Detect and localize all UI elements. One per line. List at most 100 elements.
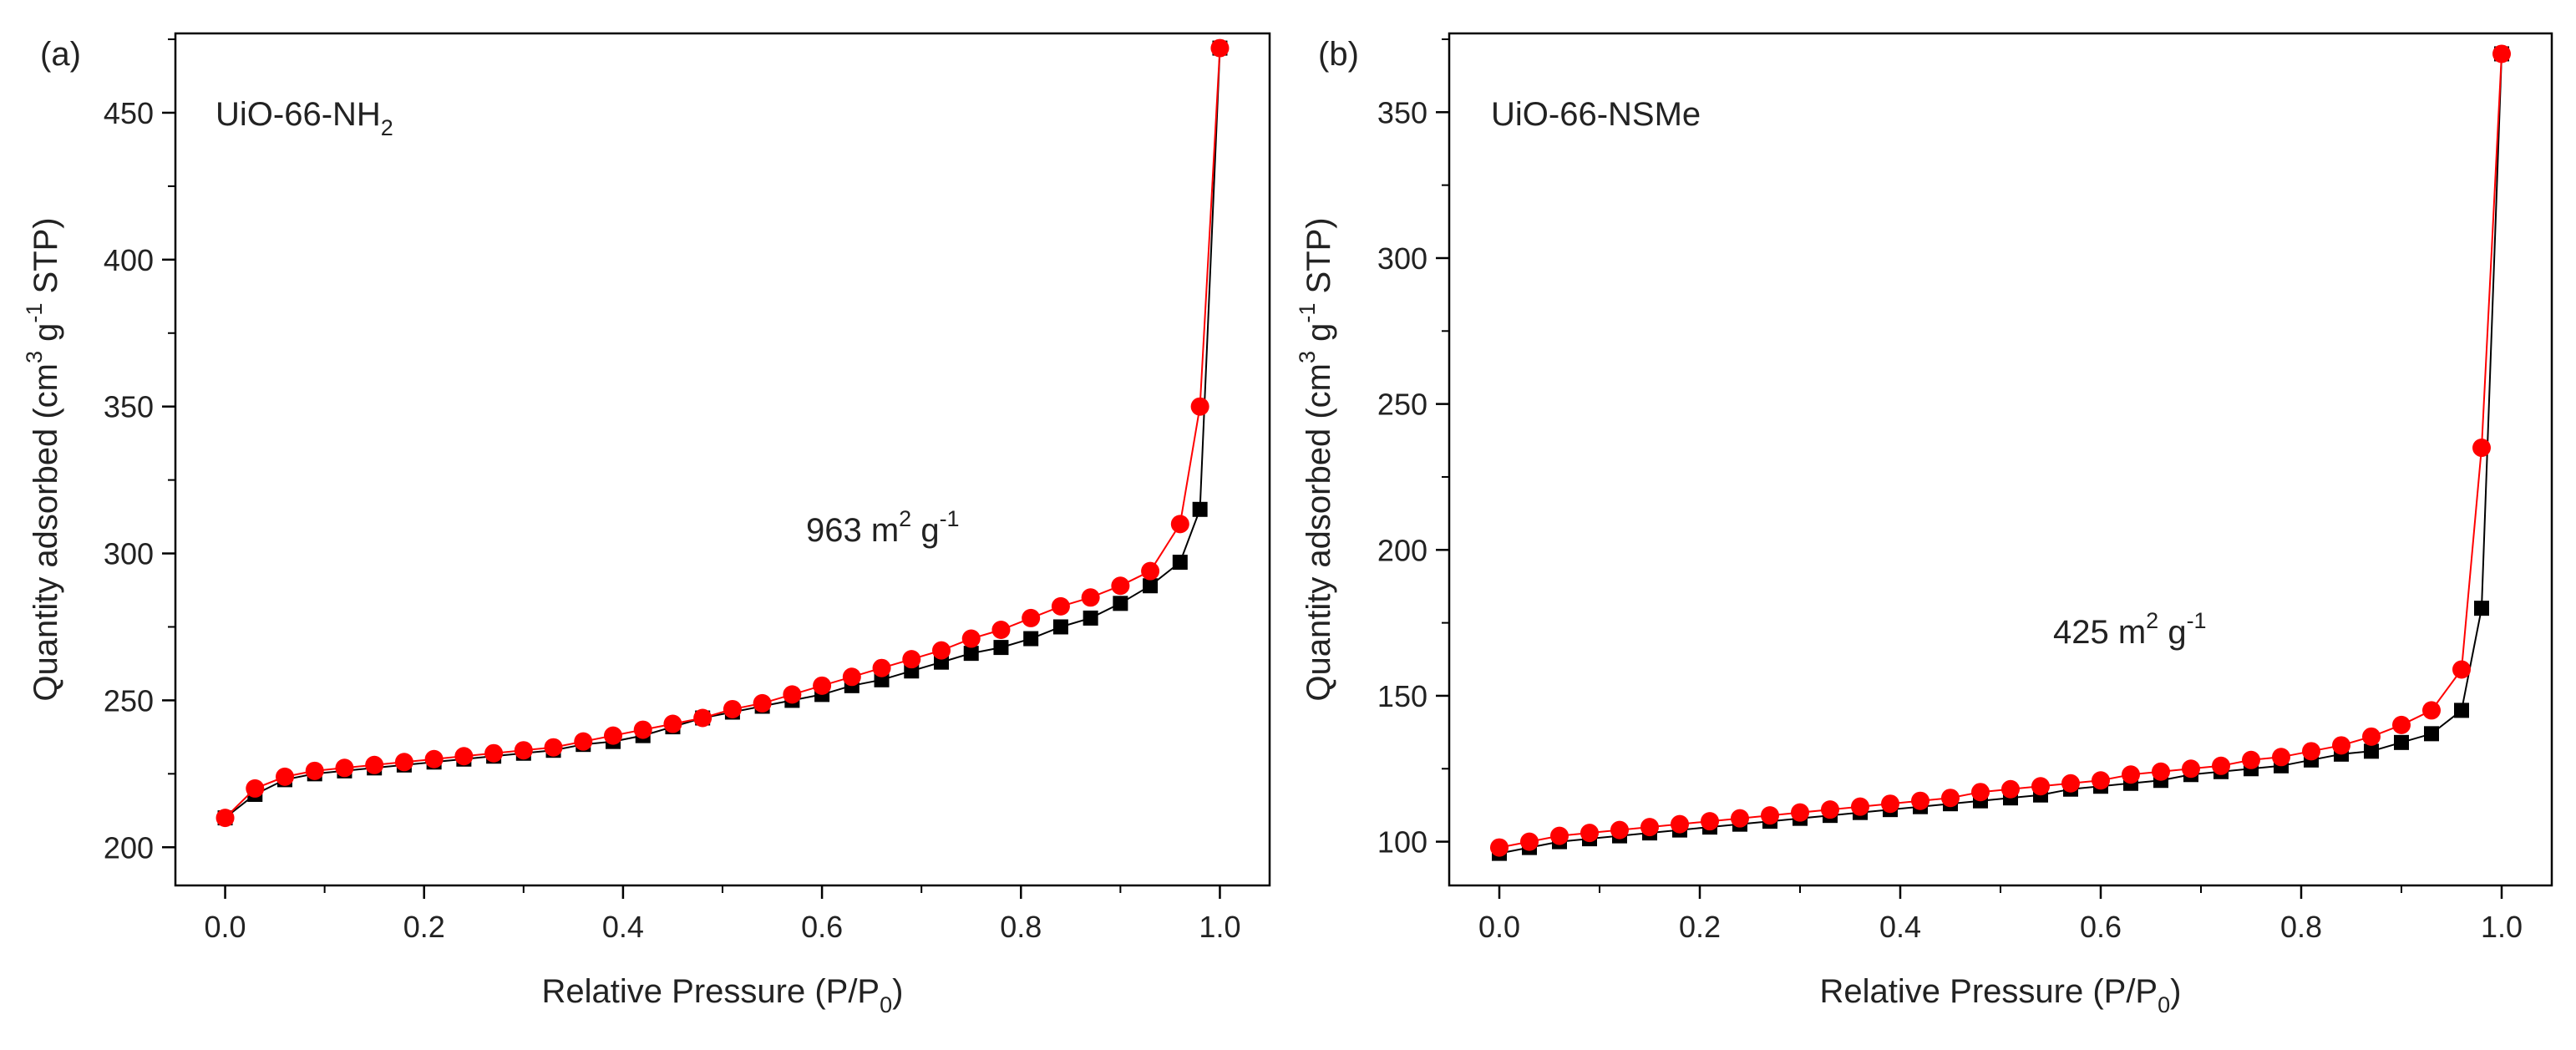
data-point-desorption <box>514 741 533 760</box>
data-point-desorption <box>2422 701 2441 720</box>
data-point-desorption <box>574 732 593 751</box>
surface-area-sup: 2 <box>899 506 911 531</box>
x-tick-label: 0.6 <box>2080 910 2122 944</box>
sample-label-base: UiO-66-NH <box>216 96 381 133</box>
data-point-desorption <box>1141 561 1160 581</box>
data-point-desorption <box>872 658 891 677</box>
y-tick-label: 300 <box>104 537 154 571</box>
data-point-desorption <box>2212 756 2230 775</box>
data-point-desorption <box>2302 742 2320 761</box>
data-point-adsorption <box>993 640 1009 656</box>
data-point-desorption <box>663 714 682 733</box>
x-tick-label: 0.0 <box>205 910 246 944</box>
x-tick-label: 0.0 <box>1478 910 1520 944</box>
y-axis-title-unit: g <box>1301 323 1337 351</box>
data-point-desorption <box>961 629 981 648</box>
y-tick-label: 200 <box>104 830 154 865</box>
data-point-adsorption <box>2474 601 2489 616</box>
surface-area-unit: g <box>2158 614 2186 651</box>
data-point-desorption <box>2092 771 2110 790</box>
data-point-adsorption <box>1143 578 1159 594</box>
data-point-desorption <box>2452 660 2471 679</box>
data-point-desorption <box>484 743 504 763</box>
x-tick-label: 0.2 <box>403 910 445 944</box>
data-point-desorption <box>424 749 444 768</box>
y-axis-title-sup: -1 <box>22 303 47 323</box>
y-tick-label: 350 <box>1377 95 1427 129</box>
y-axis-title: Quantity adsorbed (cm3 g-1 STP) <box>22 217 64 701</box>
data-point-desorption <box>454 747 474 766</box>
data-point-adsorption <box>1052 619 1068 635</box>
data-point-desorption <box>1941 789 1960 808</box>
data-point-desorption <box>1210 38 1230 58</box>
data-point-desorption <box>544 738 563 757</box>
data-point-desorption <box>693 708 712 728</box>
data-point-desorption <box>1881 794 1899 814</box>
data-point-desorption <box>842 667 861 687</box>
x-tick-label: 0.8 <box>1000 910 1042 944</box>
data-point-desorption <box>2272 748 2290 767</box>
y-tick-label: 100 <box>1377 825 1427 860</box>
x-axis-title-close: ) <box>2170 973 2181 1010</box>
y-tick-label: 400 <box>104 243 154 277</box>
data-point-desorption <box>902 650 921 669</box>
data-point-desorption <box>2182 759 2200 779</box>
y-axis-title-main: Quantity adsorbed (cm <box>1301 363 1337 702</box>
data-point-desorption <box>2001 779 2020 799</box>
data-point-adsorption <box>1192 501 1208 517</box>
data-point-desorption <box>991 621 1011 639</box>
data-point-desorption <box>1580 824 1599 843</box>
x-tick-label: 0.8 <box>2280 910 2322 944</box>
x-axis-title: Relative Pressure (P/P0) <box>1820 973 2182 1017</box>
surface-area-sup: 2 <box>2146 608 2158 633</box>
data-point-desorption <box>1971 783 1990 802</box>
y-tick-label: 300 <box>1377 241 1427 276</box>
data-point-desorption <box>1490 838 1509 857</box>
data-point-desorption <box>1671 814 1689 834</box>
y-axis-title-tail: STP) <box>28 217 64 302</box>
x-tick-label: 0.4 <box>602 910 644 944</box>
data-point-desorption <box>1051 596 1070 616</box>
x-tick-label: 1.0 <box>1199 910 1240 944</box>
y-tick-label: 450 <box>104 96 154 130</box>
x-axis-title-main: Relative Pressure (P/P <box>1820 973 2158 1010</box>
data-point-desorption <box>276 767 294 786</box>
data-point-desorption <box>783 685 802 704</box>
x-tick-label: 0.6 <box>801 910 843 944</box>
data-point-desorption <box>2152 762 2170 781</box>
data-point-desorption <box>1111 576 1130 596</box>
sample-label: UiO-66-NSMe <box>1491 96 1701 133</box>
data-point-desorption <box>1081 588 1100 607</box>
data-point-desorption <box>1731 809 1749 828</box>
data-point-desorption <box>1170 515 1189 534</box>
x-axis-title-subscript: 0 <box>880 992 892 1017</box>
data-point-adsorption <box>1083 610 1098 626</box>
data-point-desorption <box>1640 818 1659 837</box>
panel-a: 0.0 0.2 0.4 0.6 0.8 1.0 200 250 300 350 400 450 (a) U… <box>22 32 1271 1017</box>
data-point-desorption <box>2242 750 2260 769</box>
data-point-desorption <box>246 779 265 798</box>
data-point-desorption <box>2362 727 2381 746</box>
data-point-desorption <box>2061 774 2080 793</box>
y-tick-label: 200 <box>1377 533 1427 567</box>
data-point-desorption <box>216 809 235 828</box>
x-axis-title: Relative Pressure (P/P0) <box>542 973 904 1017</box>
x-tick-label: 1.0 <box>2481 910 2523 944</box>
y-axis-title-sup: -1 <box>1295 303 1320 323</box>
data-point-desorption <box>2492 44 2511 63</box>
surface-area-annotation: 963 m2 g-1 <box>806 506 960 549</box>
data-point-adsorption <box>2424 726 2439 742</box>
data-point-desorption <box>1851 797 1869 816</box>
data-point-desorption <box>753 693 772 713</box>
panel-b: 0.0 0.2 0.4 0.6 0.8 1.0 100 150 200 250 300 350 (b) U… <box>1295 32 2553 1017</box>
surface-area-sup: -1 <box>2187 608 2207 633</box>
data-point-desorption <box>2392 715 2411 734</box>
data-point-desorption <box>2031 777 2050 796</box>
data-point-desorption <box>394 753 413 772</box>
data-point-desorption <box>365 755 384 774</box>
sample-label-base: UiO-66-NSMe <box>1491 96 1701 133</box>
data-point-desorption <box>932 641 951 660</box>
data-point-adsorption <box>2364 743 2379 759</box>
data-point-desorption <box>1520 832 1539 851</box>
